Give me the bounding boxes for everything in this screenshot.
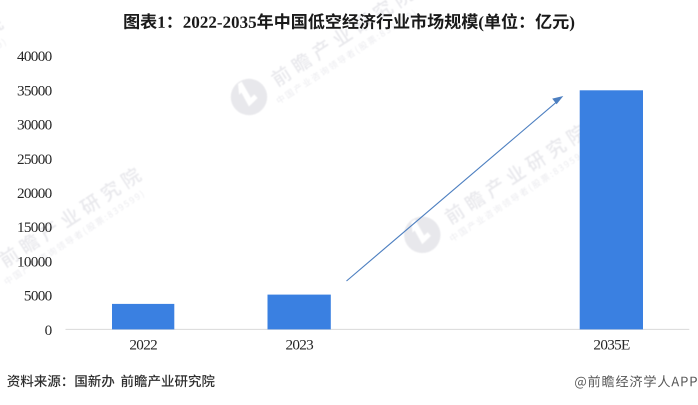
- svg-text:5000: 5000: [24, 288, 53, 305]
- svg-text:35000: 35000: [17, 82, 53, 99]
- svg-text:0: 0: [45, 322, 53, 339]
- svg-text:30000: 30000: [17, 117, 53, 134]
- svg-text:20000: 20000: [17, 185, 53, 202]
- svg-text:2023: 2023: [286, 336, 314, 353]
- svg-text:40000: 40000: [17, 48, 53, 65]
- svg-text:2022: 2022: [129, 336, 157, 353]
- svg-text:15000: 15000: [17, 219, 53, 236]
- svg-text:10000: 10000: [17, 253, 53, 270]
- svg-text:25000: 25000: [17, 151, 53, 168]
- svg-text:2035E: 2035E: [593, 336, 630, 353]
